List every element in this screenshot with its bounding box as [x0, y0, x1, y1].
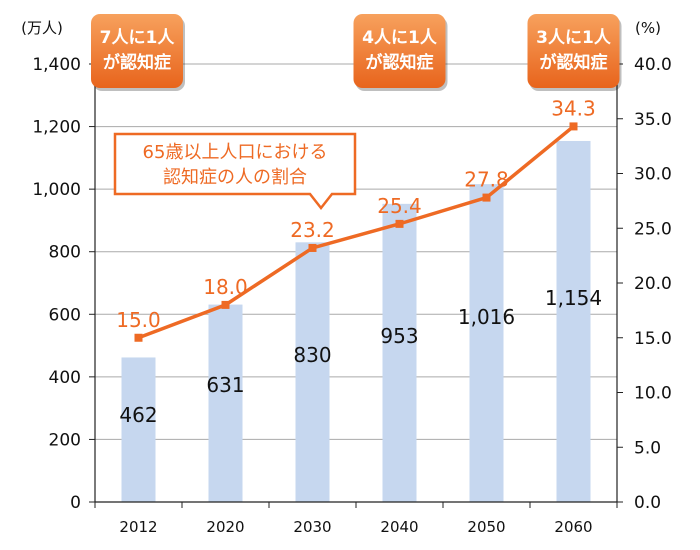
bar — [556, 140, 591, 502]
x-tick-label: 2030 — [293, 518, 331, 536]
bar — [382, 203, 417, 502]
line-series — [134, 122, 578, 342]
callout-text: 認知症の人の割合 — [163, 167, 307, 188]
badge-box — [91, 14, 183, 88]
left-tick-label: 600 — [49, 305, 81, 325]
line-point — [308, 243, 317, 252]
right-tick-label: 10.0 — [634, 384, 672, 404]
bar-value-label: 631 — [206, 373, 244, 397]
x-tick-label: 2040 — [380, 518, 418, 536]
right-tick-label: 20.0 — [634, 274, 672, 294]
line-value-label: 15.0 — [116, 308, 161, 332]
bar — [121, 357, 156, 502]
axes: 0 200 400 600 800 1,000 1,200 1,400 0.0 5.0 10.0 15… — [21, 19, 672, 536]
x-tick-label: 2060 — [554, 518, 592, 536]
bar-value-label: 953 — [380, 324, 418, 348]
x-tick-label: 2020 — [206, 518, 244, 536]
line-value-label: 18.0 — [203, 275, 248, 299]
right-tick-label: 15.0 — [634, 329, 672, 349]
right-tick-label: 25.0 — [634, 219, 672, 239]
left-tick-label: 1,200 — [32, 118, 81, 138]
bar — [469, 184, 504, 502]
right-tick-label: 40.0 — [634, 55, 672, 75]
badge-text: が認知症 — [540, 52, 608, 73]
right-tick-label: 35.0 — [634, 110, 672, 130]
left-axis-unit: (万人) — [21, 19, 63, 37]
line-value-labels: 15.0 18.0 23.2 25.4 27.8 34.3 — [116, 96, 596, 331]
right-axis-unit: (%) — [635, 19, 661, 37]
badge-text: 3人に1人 — [536, 28, 612, 48]
badge-text: が認知症 — [103, 52, 171, 73]
left-tick-label: 200 — [49, 430, 81, 450]
right-tick-label: 0.0 — [634, 493, 661, 513]
line-point — [395, 219, 404, 228]
line-point — [482, 193, 491, 202]
badge-text: 7人に1人 — [100, 28, 176, 48]
callout-text: 65歳以上人口における — [143, 142, 328, 163]
badge-box — [353, 14, 446, 88]
right-tick-label: 30.0 — [634, 165, 672, 185]
line-point — [569, 122, 578, 131]
x-tick-label: 2012 — [119, 518, 157, 536]
line-value-label: 23.2 — [290, 218, 335, 242]
x-tick-label: 2050 — [467, 518, 505, 536]
bar-value-label: 1,016 — [458, 305, 515, 329]
bar — [295, 242, 330, 503]
left-tick-label: 0 — [70, 493, 81, 513]
line-value-label: 25.4 — [377, 194, 422, 218]
bar — [208, 304, 243, 502]
right-tick-label: 5.0 — [634, 438, 661, 458]
line-value-label: 27.8 — [464, 168, 509, 192]
grid-lines — [95, 63, 617, 440]
left-tick-label: 1,000 — [32, 180, 81, 200]
bar-value-label: 462 — [119, 403, 157, 427]
left-tick-label: 1,400 — [32, 55, 81, 75]
badge-text: が認知症 — [366, 52, 434, 73]
bar-series — [121, 140, 591, 503]
line-value-label: 34.3 — [551, 96, 596, 120]
left-tick-label: 400 — [49, 368, 81, 388]
line-point — [134, 333, 143, 342]
line-path — [137, 125, 575, 340]
bar-value-label: 830 — [293, 343, 331, 367]
badge-box — [527, 14, 620, 88]
line-point — [221, 300, 230, 309]
left-tick-label: 800 — [49, 243, 81, 263]
badge-text: 4人に1人 — [362, 28, 438, 48]
callout-box — [113, 132, 357, 211]
bar-value-labels: 462 631 830 953 1,016 1,154 — [119, 286, 602, 427]
bar-value-label: 1,154 — [545, 286, 602, 310]
